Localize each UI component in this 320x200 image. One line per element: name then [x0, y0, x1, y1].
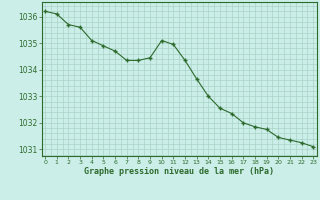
X-axis label: Graphe pression niveau de la mer (hPa): Graphe pression niveau de la mer (hPa): [84, 167, 274, 176]
